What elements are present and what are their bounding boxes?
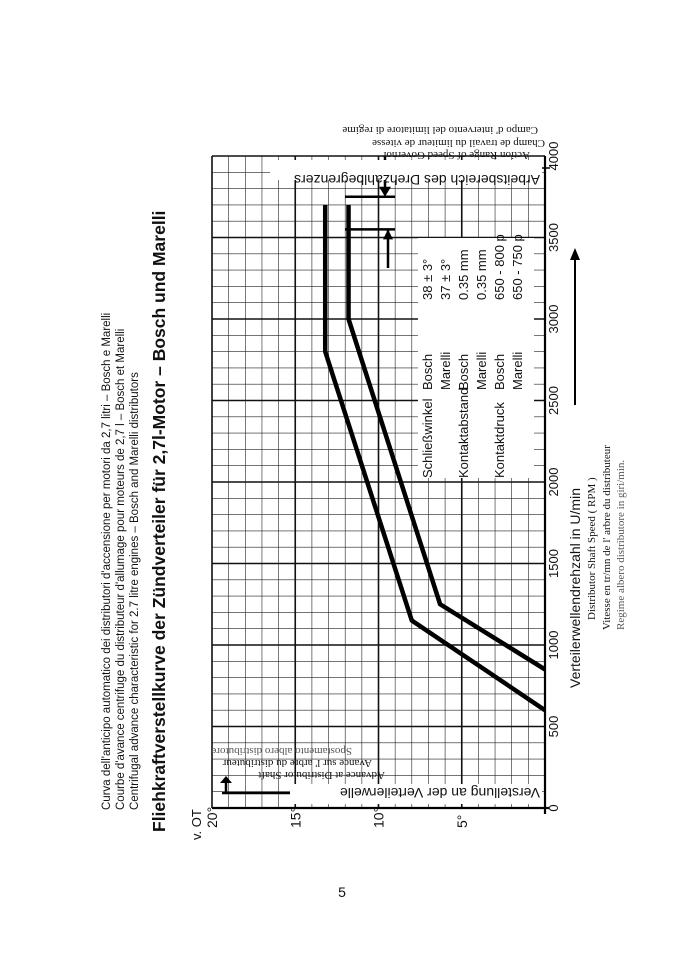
governor-lower-arrowhead [383, 229, 393, 240]
y-axis-label: Verstellung an der Verteilerwelle [340, 785, 540, 801]
x-tick-label: 3500 [546, 223, 561, 252]
spec-value: 650 - 750 p [510, 234, 525, 300]
governor-label-en: Action Range of Speed Governor [382, 149, 530, 161]
x-tick-label: 2000 [546, 468, 561, 497]
x-tick-label: 1500 [546, 549, 561, 578]
ylabel-arrowhead [220, 776, 232, 783]
advance-curve-1 [322, 204, 547, 713]
y-axis-label-it: Spostamento albero distributore [211, 745, 352, 757]
spec-table [418, 238, 534, 478]
caption-en: Centrifugal advance characteristic for 2… [129, 372, 141, 810]
x-axis-arrowhead [570, 248, 580, 260]
spec-value: 38 ± 3° [420, 259, 435, 300]
y-axis-label-fr: Avance sur l' arbre du distributeur [222, 757, 372, 769]
spec-maker: Bosch [420, 354, 435, 390]
page-number: 5 [338, 884, 346, 900]
caption-fr: Courbe d'avance centrifuge du distribute… [115, 329, 127, 810]
spec-value: 650 - 800 p [492, 234, 507, 300]
y-axis-label-en: Advance at Distributor Shaft [258, 769, 385, 781]
y-tick-label: 10° [371, 807, 387, 828]
x-tick-label: 1000 [546, 631, 561, 660]
main-title: Fliehkraftverstellkurve der Zündverteile… [149, 211, 169, 832]
governor-label-it: Campo d' intervento del limitatore di re… [342, 124, 538, 136]
spec-label: Kontaktdruck [492, 402, 507, 478]
x-tick-label: 3000 [546, 305, 561, 334]
spec-value: 0.35 mm [456, 249, 471, 300]
spec-table-background [418, 238, 534, 478]
x-tick-label: 4000 [546, 142, 561, 171]
x-tick-label: 2500 [546, 386, 561, 415]
spec-maker: Bosch [456, 354, 471, 390]
x-axis-label-en: Distributor Shaft Speed ( RPM ) [586, 477, 598, 620]
spec-value: 37 ± 3° [438, 259, 453, 300]
spec-maker: Marelli [474, 352, 489, 390]
spec-maker: Marelli [438, 352, 453, 390]
x-axis-label-it: Regime albero distributore in giri/min. [615, 460, 627, 630]
y-unit-label: v. OT [189, 809, 204, 840]
spec-maker: Marelli [510, 352, 525, 390]
spec-label: Kontaktabstand [456, 388, 471, 478]
x-axis-label: Verteilerwellendrehzahl in U/min [567, 488, 583, 688]
spec-label: Schließwinkel [420, 398, 435, 478]
spec-value: 0.35 mm [474, 249, 489, 300]
advance-curve-2 [346, 204, 547, 672]
y-tick-label: 5° [454, 815, 470, 828]
governor-label: Arbeitsbereich des Drehzahlbegrenzers [294, 172, 540, 188]
x-tick-label: 0 [546, 804, 561, 811]
y-tick-label: 20° [204, 807, 220, 828]
x-tick-label: 500 [546, 716, 561, 738]
spec-maker: Bosch [492, 354, 507, 390]
governor-label-fr: Champ de travail du limiteur de vitesse [372, 137, 545, 149]
governor-upper-arrowhead [379, 186, 391, 197]
governor-label-background [270, 160, 542, 180]
caption-it: Curva dell'anticipo automatico dei distr… [101, 313, 113, 810]
x-axis-label-fr: Vitesse en tr/mn de l' arbre du distribu… [601, 445, 613, 630]
ylabel-background [290, 784, 542, 804]
y-tick-label: 15° [287, 807, 303, 828]
